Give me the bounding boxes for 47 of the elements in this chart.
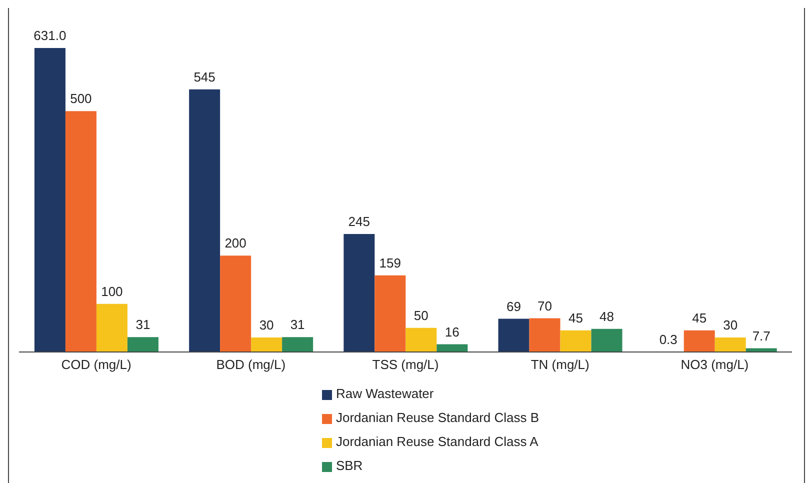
bar bbox=[220, 256, 252, 352]
bar bbox=[282, 337, 314, 352]
data-label: 69 bbox=[506, 298, 521, 314]
data-label: 48 bbox=[600, 308, 614, 324]
bar bbox=[344, 234, 375, 352]
bar bbox=[34, 48, 66, 352]
legend-label: Jordanian Reuse Standard Class B bbox=[336, 410, 540, 425]
bar bbox=[714, 338, 746, 352]
bar bbox=[406, 328, 437, 352]
bar bbox=[189, 89, 220, 352]
x-tick-label: BOD (mg/L) bbox=[216, 357, 286, 372]
data-label: 30 bbox=[723, 318, 738, 333]
legend-label: Jordanian Reuse Standard Class A bbox=[336, 434, 538, 449]
data-label: 45 bbox=[692, 310, 707, 326]
bar bbox=[591, 328, 622, 352]
data-label: 545 bbox=[194, 69, 216, 84]
data-label: 7.7 bbox=[752, 328, 770, 344]
bar bbox=[251, 338, 282, 352]
legend-label: Raw Wastewater bbox=[336, 386, 434, 401]
bar bbox=[436, 344, 468, 352]
data-label: 30 bbox=[259, 318, 274, 333]
data-label: 0.3 bbox=[659, 332, 678, 347]
x-tick-label: COD (mg/L) bbox=[61, 357, 132, 372]
legend-label: SBR bbox=[336, 458, 363, 473]
x-tick-label: NO3 (mg/L) bbox=[680, 357, 749, 372]
data-label: 500 bbox=[70, 91, 92, 106]
bar bbox=[96, 304, 128, 352]
bar bbox=[529, 318, 560, 352]
bar bbox=[498, 318, 530, 352]
data-label: 70 bbox=[538, 298, 552, 314]
data-label: 16 bbox=[444, 324, 460, 340]
data-label: 45 bbox=[568, 310, 583, 326]
data-label: 200 bbox=[224, 236, 246, 251]
bar bbox=[560, 330, 592, 352]
bar bbox=[684, 330, 715, 352]
data-label: 100 bbox=[101, 284, 123, 299]
data-label: 31 bbox=[136, 317, 150, 332]
bar bbox=[374, 275, 406, 352]
x-tick-label: TSS (mg/L) bbox=[372, 357, 439, 372]
data-label: 159 bbox=[379, 255, 402, 270]
data-label: 631.0 bbox=[34, 28, 66, 43]
x-tick-label: TN (mg/L) bbox=[530, 357, 590, 372]
data-label: 31 bbox=[290, 317, 305, 332]
bar bbox=[65, 111, 96, 352]
bar bbox=[127, 337, 158, 352]
data-label: 245 bbox=[348, 214, 370, 229]
data-label: 50 bbox=[414, 308, 428, 323]
